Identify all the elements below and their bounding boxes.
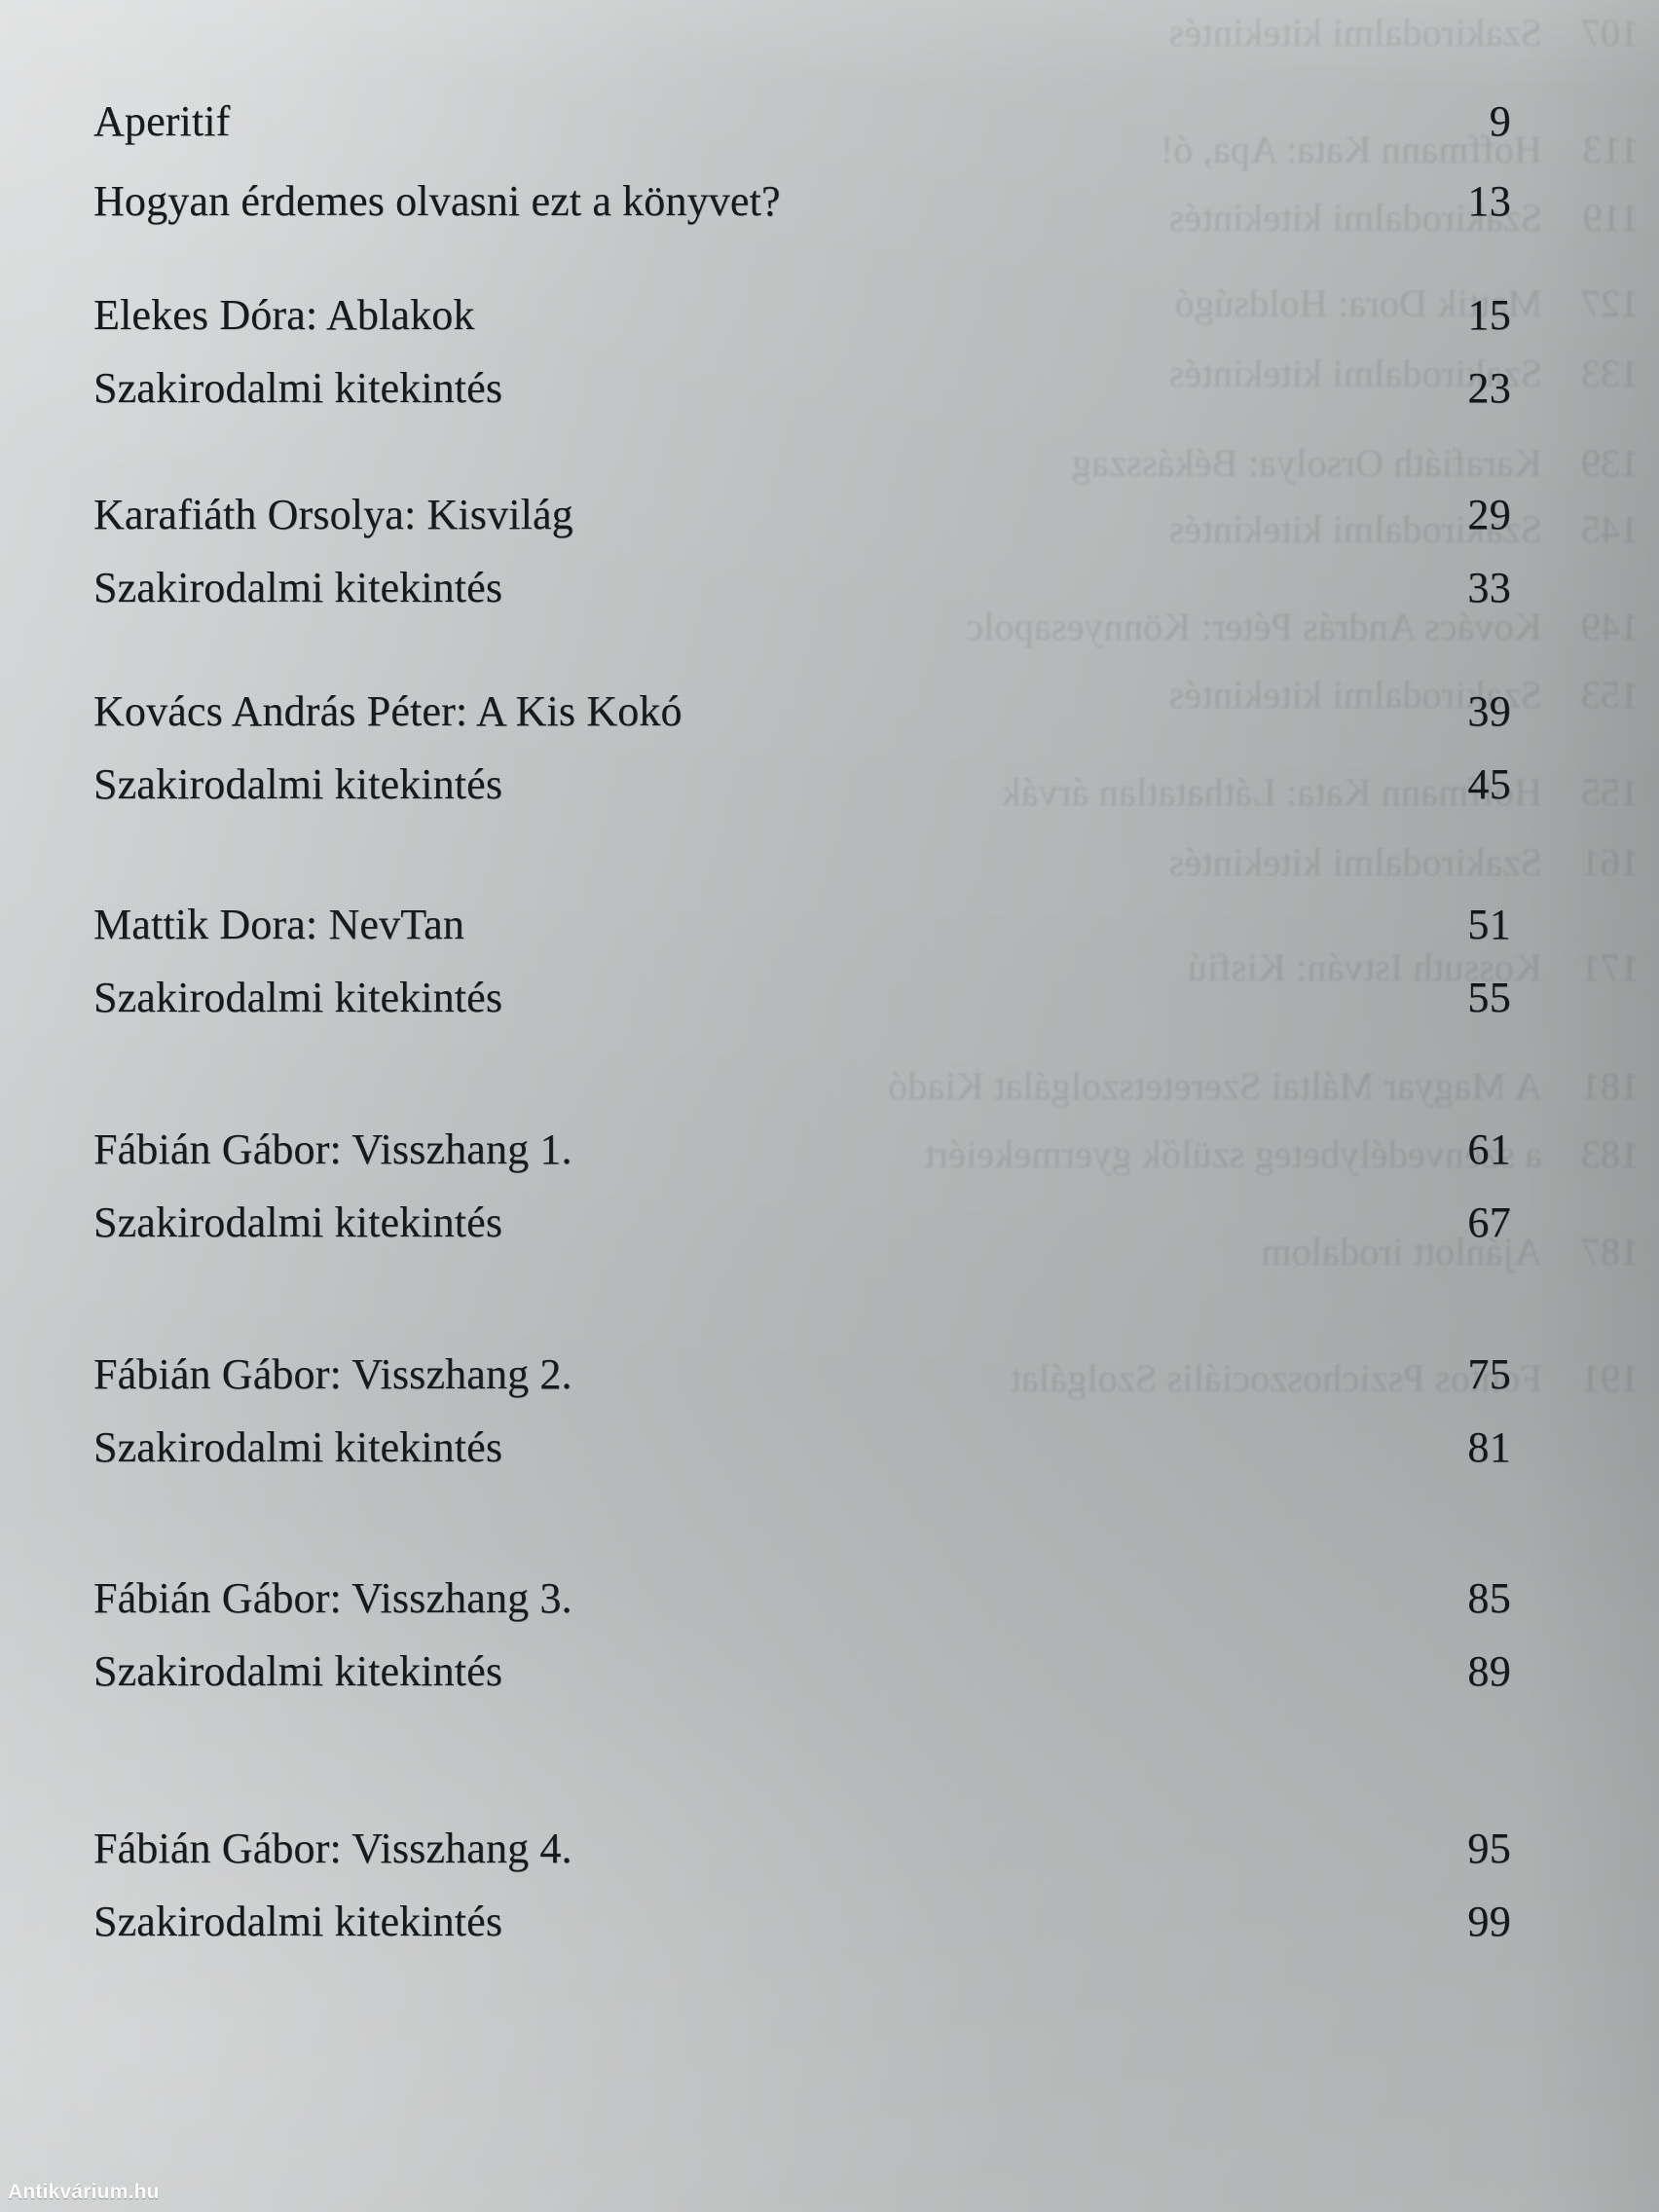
toc-entry-page-number: 45 xyxy=(1467,760,1511,808)
toc-entry[interactable]: Fábián Gábor: Visszhang 1. 61 xyxy=(93,1128,1511,1171)
toc-entry-page-number: 13 xyxy=(1467,177,1511,225)
toc-entry[interactable]: Szakirodalmi kitekintés 89 xyxy=(93,1650,1511,1693)
toc-entry-page-number: 15 xyxy=(1467,291,1511,339)
toc-entry[interactable]: Szakirodalmi kitekintés 55 xyxy=(93,977,1511,1019)
toc-entry-title: Szakirodalmi kitekintés xyxy=(93,974,503,1021)
toc-entry[interactable]: Szakirodalmi kitekintés 45 xyxy=(93,763,1511,806)
toc-entry[interactable]: Aperitif 9 xyxy=(93,100,1511,143)
toc-entry[interactable]: Mattik Dora: NevTan 51 xyxy=(93,903,1511,946)
toc-entry[interactable]: Fábián Gábor: Visszhang 3. 85 xyxy=(93,1577,1511,1620)
watermark-label: Antikvárium.hu xyxy=(8,2181,160,2203)
toc-entry-title: Fábián Gábor: Visszhang 4. xyxy=(93,1825,572,1872)
toc-entry-title: Aperitif xyxy=(93,97,231,145)
toc-entry[interactable]: Szakirodalmi kitekintés 23 xyxy=(93,367,1511,410)
toc-entry-title: Kovács András Péter: A Kis Kokó xyxy=(93,687,682,735)
toc-entry-page-number: 51 xyxy=(1467,901,1511,948)
toc-entry-page-number: 39 xyxy=(1467,687,1511,735)
toc-entry[interactable]: Elekes Dóra: Ablakok 15 xyxy=(93,294,1511,337)
toc-entry-title: Szakirodalmi kitekintés xyxy=(93,760,503,808)
toc-entry-title: Hogyan érdemes olvasni ezt a könyvet? xyxy=(93,177,781,225)
toc-entry-page-number: 89 xyxy=(1467,1647,1511,1695)
toc-entry-title: Szakirodalmi kitekintés xyxy=(93,1898,503,1945)
toc-entry[interactable]: Szakirodalmi kitekintés 99 xyxy=(93,1900,1511,1943)
toc-entry-page-number: 99 xyxy=(1467,1898,1511,1945)
toc-entry-title: Szakirodalmi kitekintés xyxy=(93,1423,503,1471)
toc-entry-page-number: 55 xyxy=(1467,974,1511,1021)
toc-entry-page-number: 67 xyxy=(1467,1198,1511,1246)
toc-entry-title: Fábián Gábor: Visszhang 1. xyxy=(93,1125,572,1173)
toc-entry-title: Szakirodalmi kitekintés xyxy=(93,364,503,412)
toc-entry-page-number: 33 xyxy=(1467,564,1511,611)
toc-entry-title: Fábián Gábor: Visszhang 3. xyxy=(93,1574,572,1622)
toc-entry[interactable]: Hogyan érdemes olvasni ezt a könyvet? 13 xyxy=(93,180,1511,223)
toc-entry-page-number: 95 xyxy=(1467,1825,1511,1872)
toc-entry-title: Fábián Gábor: Visszhang 2. xyxy=(93,1350,572,1398)
toc-entry-title: Karafiáth Orsolya: Kisvilág xyxy=(93,491,573,538)
toc-entry[interactable]: Karafiáth Orsolya: Kisvilág 29 xyxy=(93,494,1511,536)
toc-entry-page-number: 9 xyxy=(1489,97,1511,145)
toc-entry[interactable]: Szakirodalmi kitekintés 33 xyxy=(93,567,1511,609)
toc-entry-page-number: 85 xyxy=(1467,1574,1511,1622)
toc-entry-title: Mattik Dora: NevTan xyxy=(93,901,464,948)
toc-entry-page-number: 61 xyxy=(1467,1125,1511,1173)
toc-entry-title: Szakirodalmi kitekintés xyxy=(93,1647,503,1695)
toc-entry-title: Elekes Dóra: Ablakok xyxy=(93,291,475,339)
toc-entry[interactable]: Fábián Gábor: Visszhang 2. 75 xyxy=(93,1353,1511,1396)
toc-entry[interactable]: Szakirodalmi kitekintés 81 xyxy=(93,1426,1511,1469)
toc-entry-page-number: 75 xyxy=(1467,1350,1511,1398)
toc-entry[interactable]: Fábián Gábor: Visszhang 4. 95 xyxy=(93,1827,1511,1870)
toc-entry-title: Szakirodalmi kitekintés xyxy=(93,1198,503,1246)
toc-entry[interactable]: Szakirodalmi kitekintés 67 xyxy=(93,1201,1511,1244)
toc-entry-title: Szakirodalmi kitekintés xyxy=(93,564,503,611)
toc-entry[interactable]: Kovács András Péter: A Kis Kokó 39 xyxy=(93,690,1511,733)
toc-entry-page-number: 23 xyxy=(1467,364,1511,412)
toc-entry-page-number: 29 xyxy=(1467,491,1511,538)
toc-entry-page-number: 81 xyxy=(1467,1423,1511,1471)
table-of-contents: Aperitif 9 Hogyan érdemes olvasni ezt a kö… xyxy=(93,0,1511,2212)
